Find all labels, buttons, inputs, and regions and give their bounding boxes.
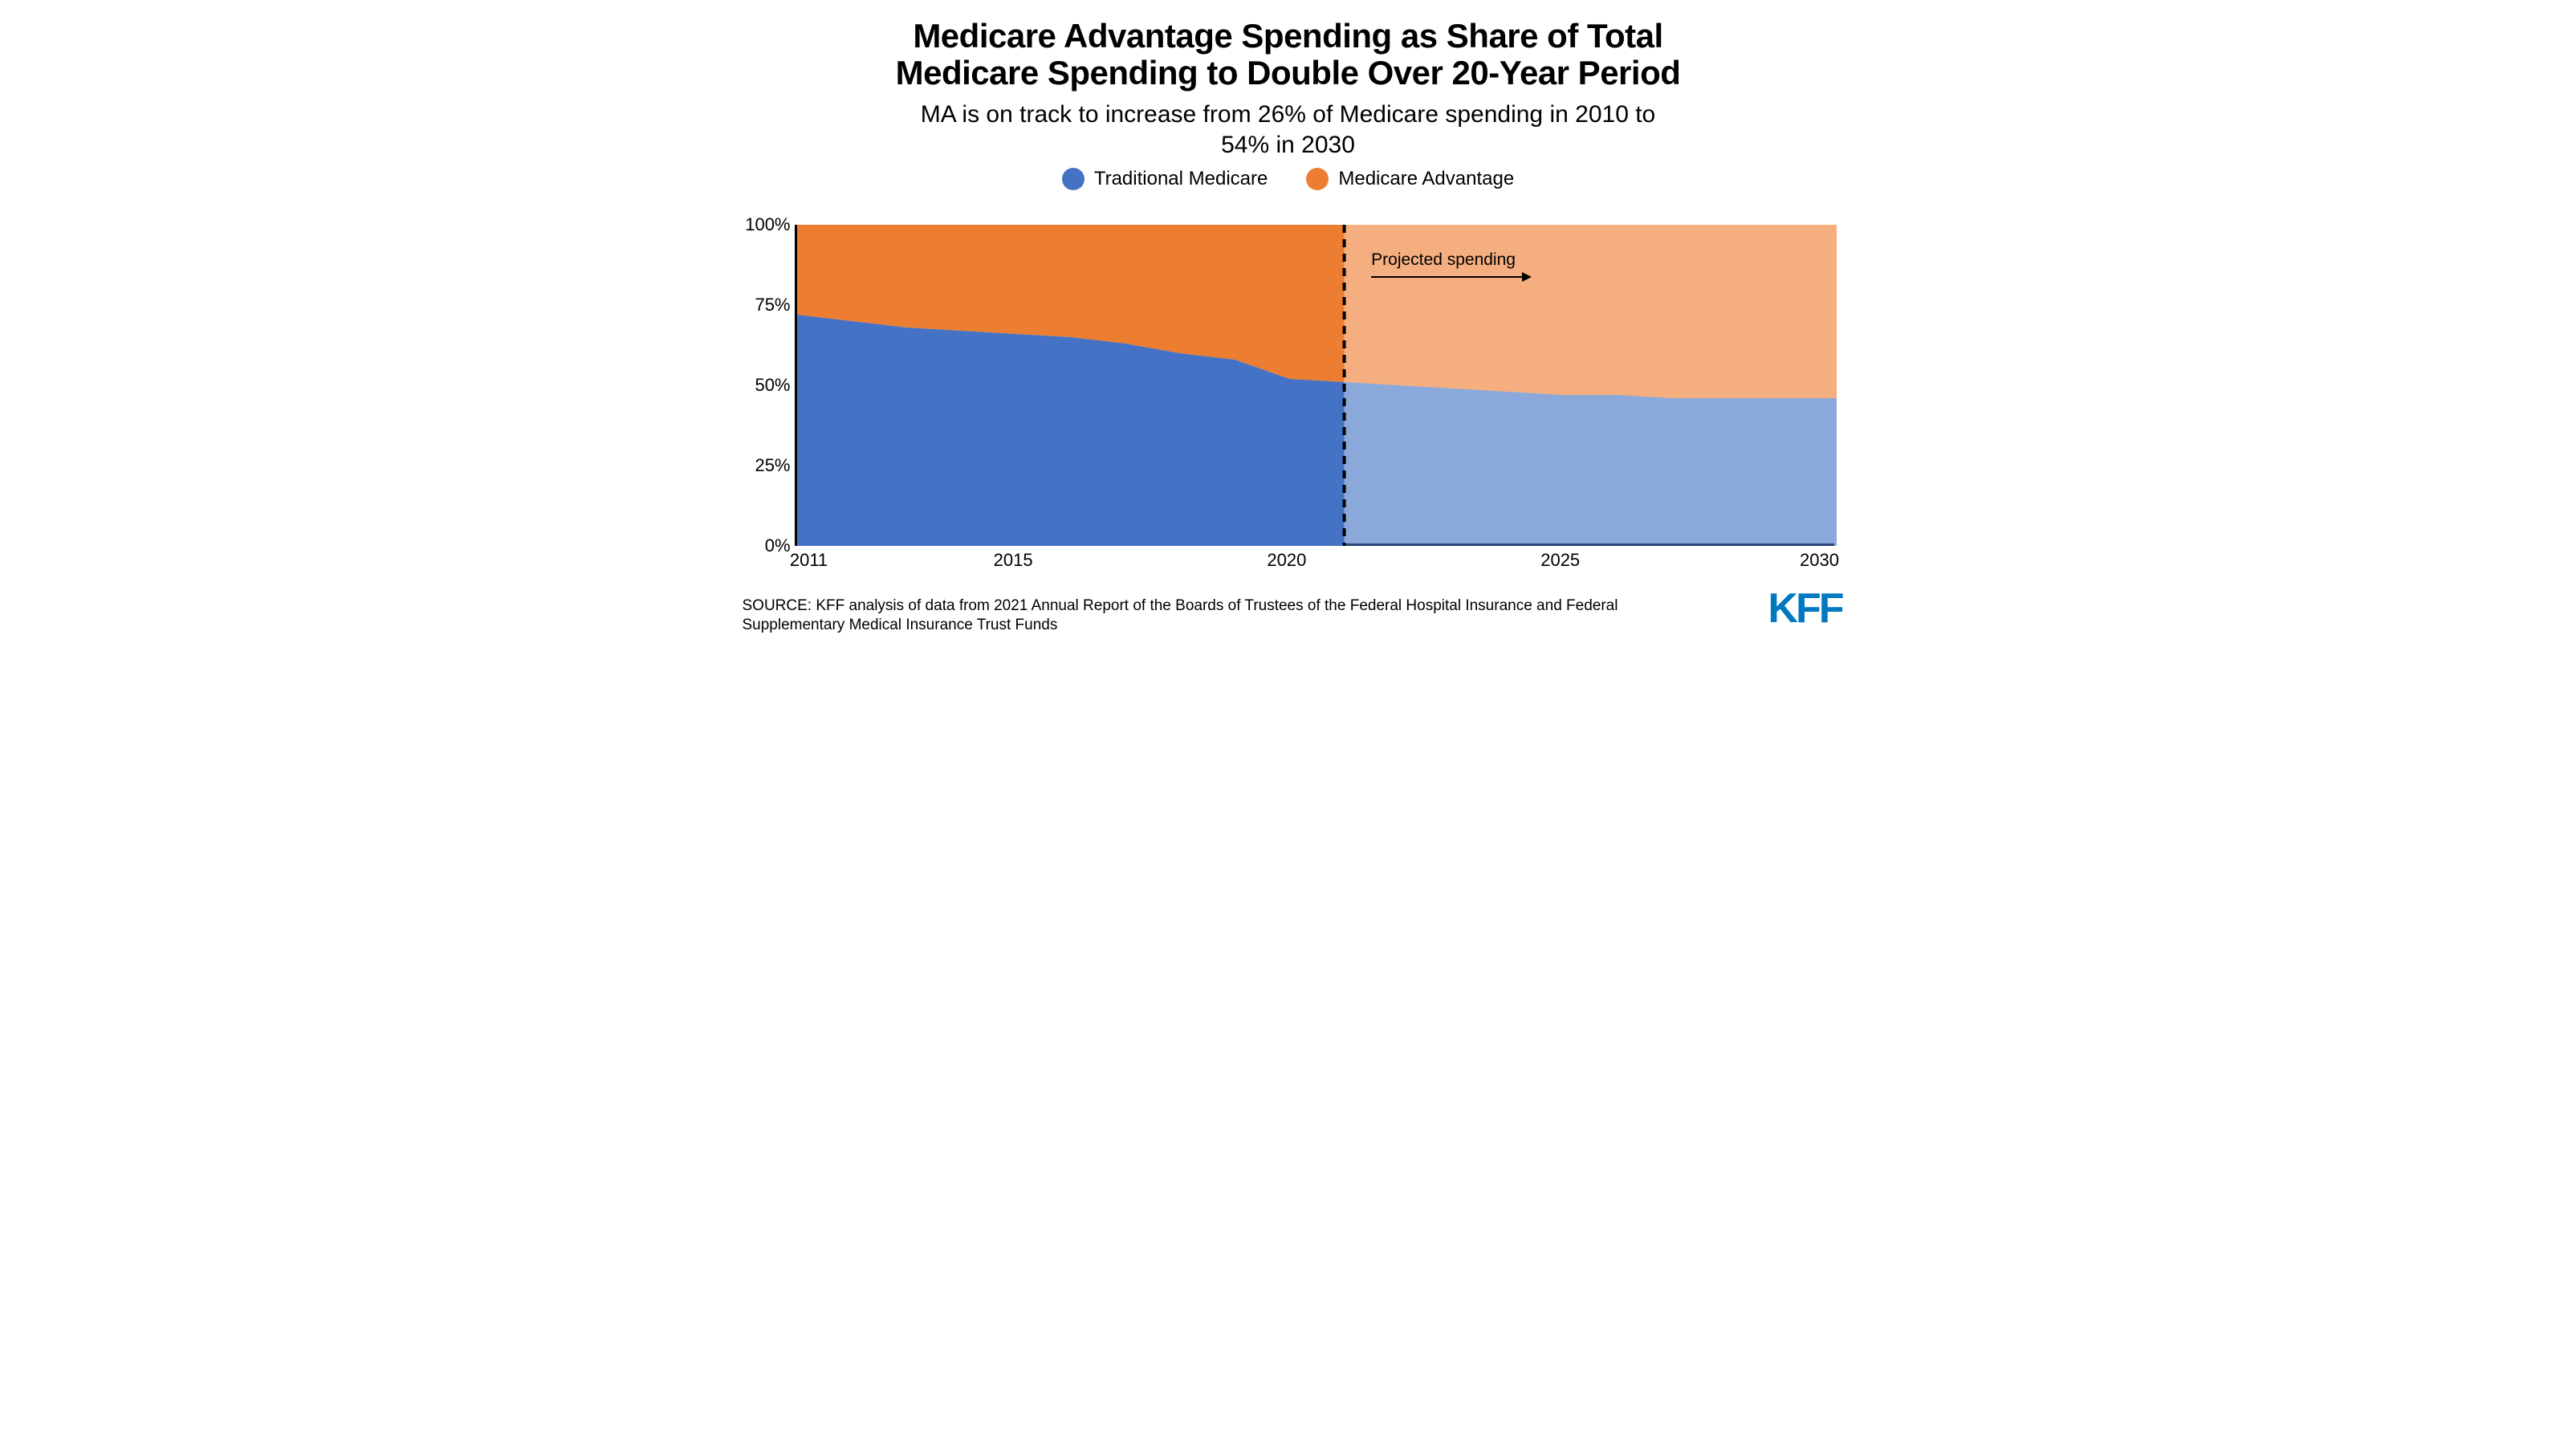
- y-tick-label: 100%: [745, 214, 790, 235]
- chart-area: Projected spending 0%25%50%75%100% 20112…: [795, 225, 1834, 570]
- x-tick-label: 2020: [1267, 550, 1306, 571]
- source-note: SOURCE: KFF analysis of data from 2021 A…: [743, 596, 1626, 636]
- legend-label-traditional: Traditional Medicare: [1094, 168, 1268, 190]
- stacked-area-svg: [797, 225, 1837, 546]
- y-tick-label: 75%: [755, 295, 790, 315]
- kff-logo: KFF: [1768, 584, 1841, 633]
- legend: Traditional Medicare Medicare Advantage: [710, 168, 1866, 190]
- title-line-2: Medicare Spending to Double Over 20-Year…: [759, 55, 1818, 92]
- projected-annotation: Projected spending: [1371, 250, 1532, 284]
- subtitle-line-1: MA is on track to increase from 26% of M…: [759, 100, 1818, 130]
- x-tick-label: 2030: [1800, 550, 1839, 571]
- x-tick-label: 2025: [1540, 550, 1580, 571]
- legend-label-advantage: Medicare Advantage: [1338, 168, 1514, 190]
- legend-swatch-traditional: [1062, 168, 1085, 190]
- plot-area: Projected spending: [795, 225, 1834, 546]
- projected-label: Projected spending: [1371, 250, 1516, 270]
- x-tick-label: 2015: [994, 550, 1033, 571]
- chart-subtitle: MA is on track to increase from 26% of M…: [710, 100, 1866, 160]
- legend-item-traditional: Traditional Medicare: [1062, 168, 1268, 190]
- arrow-right-icon: [1371, 270, 1532, 284]
- legend-swatch-advantage: [1306, 168, 1329, 190]
- chart-title: Medicare Advantage Spending as Share of …: [710, 0, 1866, 92]
- subtitle-line-2: 54% in 2030: [759, 130, 1818, 161]
- y-tick-label: 25%: [755, 455, 790, 476]
- chart-container: Medicare Advantage Spending as Share of …: [710, 0, 1866, 650]
- y-tick-label: 0%: [765, 535, 791, 556]
- y-tick-label: 50%: [755, 375, 790, 396]
- title-line-1: Medicare Advantage Spending as Share of …: [759, 18, 1818, 55]
- x-tick-label: 2011: [790, 550, 828, 571]
- legend-item-advantage: Medicare Advantage: [1306, 168, 1514, 190]
